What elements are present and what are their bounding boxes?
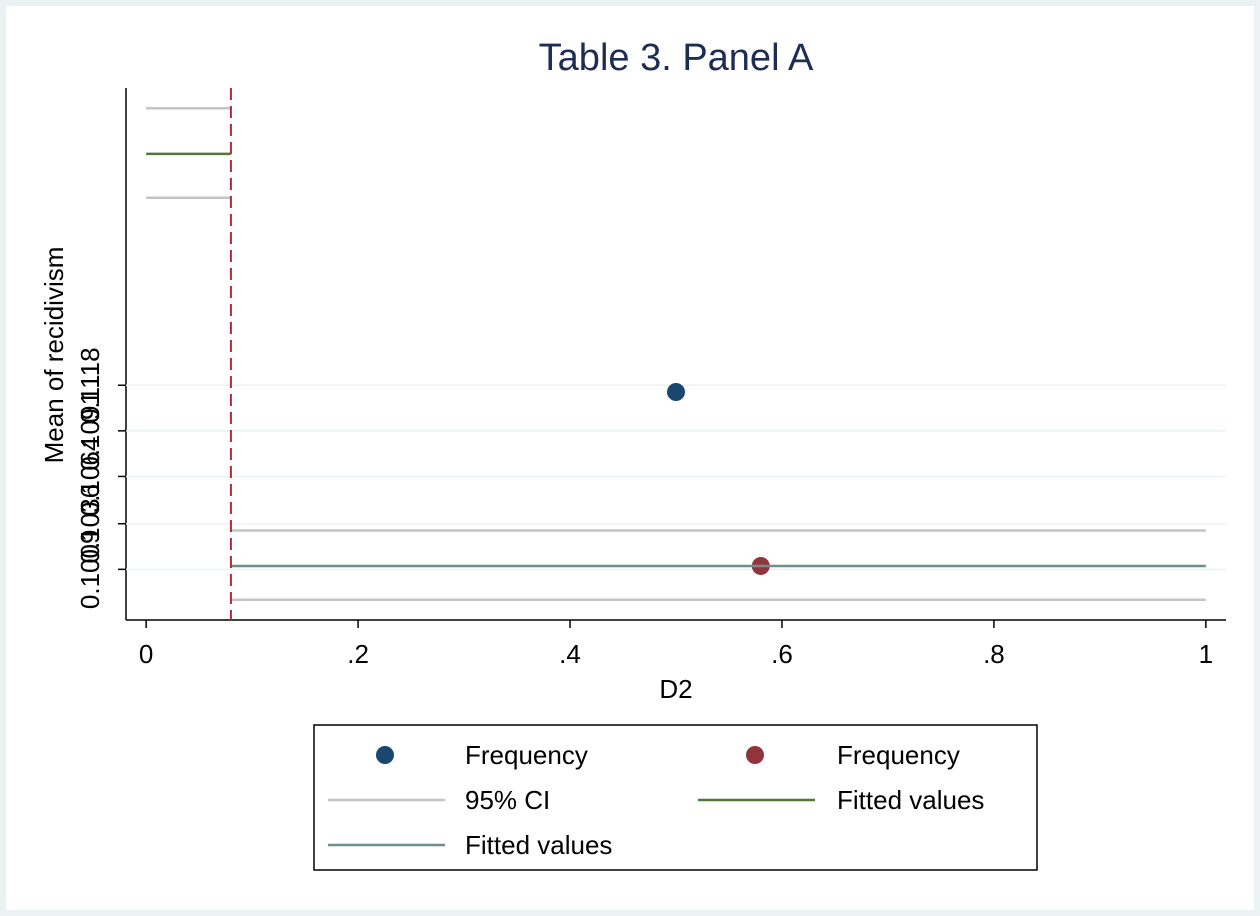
legend-label: Frequency [837,740,960,770]
point [667,383,685,401]
y-tick-label: 0.1091 [75,391,105,471]
y-tick-label: 0.1064 [75,437,105,517]
chart-title: Table 3. Panel A [539,37,814,79]
y-tick-label: 0.1036 [75,484,105,564]
x-tick-label: .4 [559,639,581,669]
x-tick-label: .2 [347,639,369,669]
x-tick-label: .8 [983,639,1005,669]
legend-label: 95% CI [465,785,550,815]
x-tick-label: .6 [771,639,793,669]
y-axis-title: Mean of recidivism [39,247,69,464]
legend-label: Fitted values [837,785,984,815]
y-tick-label: 0.1009 [75,530,105,610]
legend-marker [746,746,764,764]
legend-label: Fitted values [465,830,612,860]
series-line [146,107,1206,601]
x-axis-title: D2 [659,674,692,704]
x-tick-label: 0 [139,639,153,669]
x-tick-label: 1 [1199,639,1213,669]
legend-label: Frequency [465,740,588,770]
legend-marker [376,746,394,764]
y-tick-label: 0.1118 [75,347,105,423]
